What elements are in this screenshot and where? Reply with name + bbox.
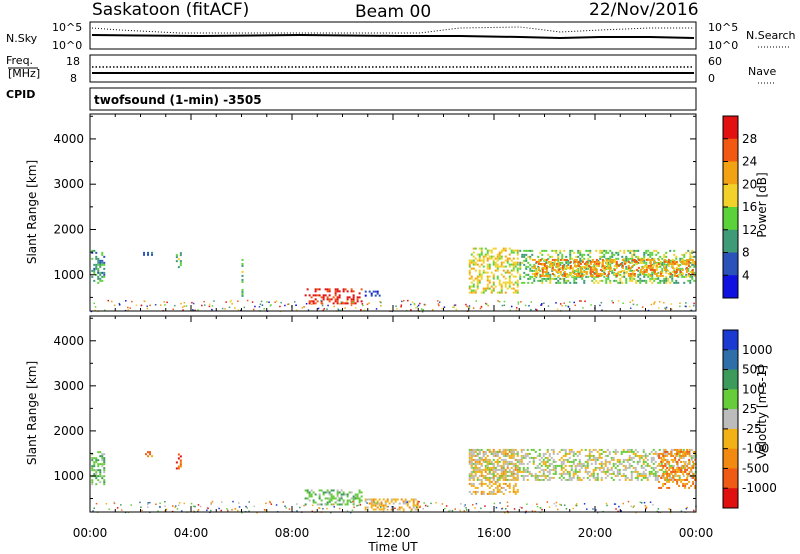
velocity-colorbar-tick-7: -1000 — [742, 481, 777, 495]
velocity-colorbar-swatch-7 — [723, 468, 738, 489]
freq-strip: Freq. [MHz] 18 8 60 0 Nave — [6, 54, 776, 85]
power-region-6 — [468, 247, 519, 294]
power-colorbar-swatch-2 — [723, 161, 738, 185]
freq-tick-bottom: 8 — [70, 72, 77, 85]
power-panel: 1000 2000 3000 4000 Slant Range [km] — [25, 113, 697, 313]
velocity-colorbar-swatch-5 — [723, 428, 738, 450]
velocity-region-3 — [304, 489, 363, 506]
nsky-tick-top: 10^5 — [52, 21, 82, 34]
power-y-axis: 1000 2000 3000 4000 — [53, 114, 697, 311]
nave-tick-top: 60 — [708, 55, 722, 68]
velocity-y-axis: 1000 2000 3000 4000 — [53, 316, 697, 512]
power-data-layer — [90, 247, 696, 313]
velocity-colorbar-swatch-3 — [723, 389, 738, 410]
velocity-colorbar: 1000 500 100 25 -25 -100 -500 -1000 Velocity [m… — [722, 329, 777, 509]
velocity-colorbar-swatch-4 — [723, 409, 738, 430]
power-colorbar-swatch-0 — [723, 116, 738, 140]
power-colorbar: 4 8 12 16 20 24 28 Power [dB] — [722, 115, 769, 299]
velocity-ylabel: Slant Range [km] — [25, 361, 39, 465]
time-xtick-3: 12:00 — [376, 526, 411, 540]
velocity-colorbar-tick-0: 1000 — [742, 343, 773, 357]
nave-label: Nave — [748, 65, 776, 78]
velocity-colorbar-swatch-6 — [723, 448, 738, 469]
velocity-colorbar-swatch-1 — [723, 349, 738, 371]
freq-tick-top: 18 — [66, 55, 80, 68]
velocity-colorbar-swatch-2 — [723, 369, 738, 390]
velocity-ytick-1: 2000 — [53, 424, 84, 438]
power-colorbar-swatch-1 — [723, 138, 738, 162]
time-xtick-4: 16:00 — [477, 526, 512, 540]
power-colorbar-tick-1: 8 — [742, 246, 750, 260]
nsky-tick-bottom: 10^0 — [52, 39, 82, 52]
time-xtick-6: 00:00 — [679, 526, 714, 540]
beam-title: Beam 00 — [355, 2, 431, 22]
power-colorbar-label: Power [dB] — [755, 172, 769, 237]
nave-tick-bottom: 0 — [708, 72, 715, 85]
cpid-text: twofsound (1-min) -3505 — [94, 93, 262, 107]
time-xtick-0: 00:00 — [73, 526, 108, 540]
time-xtick-5: 20:00 — [578, 526, 613, 540]
power-colorbar-tick-3: 16 — [742, 200, 757, 214]
power-region-1 — [143, 251, 154, 256]
power-colorbar-tick-5: 24 — [742, 155, 757, 169]
freq-label: Freq. — [6, 54, 33, 67]
velocity-region-0 — [91, 451, 106, 486]
time-x-axis: 00:00 04:00 08:00 12:00 16:00 20:00 00:00 — [73, 526, 714, 540]
nsky-label: N.Sky — [6, 32, 38, 45]
power-ytick-1: 2000 — [53, 222, 84, 236]
power-ytick-2: 3000 — [53, 177, 84, 191]
time-xtick-2: 08:00 — [275, 526, 310, 540]
cpid-strip: CPID twofsound (1-min) -3505 — [6, 87, 697, 111]
power-region-4 — [304, 288, 363, 305]
velocity-colorbar-tick-5: -100 — [742, 442, 769, 456]
velocity-colorbar-tick-4: -25 — [742, 422, 762, 436]
velocity-colorbar-label: Velocity [m s-1] — [755, 365, 769, 459]
velocity-colorbar-swatch-8 — [723, 488, 738, 509]
power-colorbar-swatch-5 — [723, 229, 738, 253]
nsearch-label: N.Search — [746, 29, 796, 42]
power-region-8 — [531, 258, 696, 277]
power-colorbar-tick-4: 20 — [742, 177, 757, 191]
nsky-strip: N.Sky 10^5 10^0 10^5 10^0 N.Search — [6, 21, 796, 52]
power-ylabel: Slant Range [km] — [25, 160, 39, 264]
velocity-ytick-3: 4000 — [53, 334, 84, 348]
station-title: Saskatoon (fitACF) — [92, 0, 249, 20]
power-colorbar-tick-6: 28 — [742, 132, 757, 146]
power-colorbar-swatch-4 — [723, 207, 738, 231]
cpid-label: CPID — [6, 88, 35, 101]
velocity-region-2 — [175, 453, 182, 470]
power-ytick-0: 1000 — [53, 268, 84, 282]
nsearch-tick-bottom: 10^0 — [708, 39, 738, 52]
freq-unit-label: [MHz] — [8, 67, 40, 80]
nsky-trace — [91, 33, 695, 40]
power-region-0 — [91, 249, 106, 284]
power-region-3 — [241, 258, 244, 297]
power-colorbar-swatch-6 — [723, 252, 738, 276]
velocity-data-layer — [91, 448, 697, 514]
time-xlabel: Time UT — [367, 540, 418, 554]
velocity-region-1 — [145, 451, 154, 458]
power-colorbar-tick-0: 4 — [742, 268, 750, 282]
power-colorbar-swatch-3 — [723, 184, 738, 208]
nsearch-tick-top: 10^5 — [708, 21, 738, 34]
power-colorbar-swatch-7 — [723, 275, 738, 299]
velocity-ytick-0: 1000 — [53, 469, 84, 483]
date-title: 22/Nov/2016 — [589, 0, 699, 20]
power-ytick-3: 4000 — [53, 132, 84, 146]
velocity-colorbar-tick-1: 500 — [742, 363, 765, 377]
velocity-colorbar-tick-3: 25 — [742, 402, 757, 416]
power-region-5 — [364, 290, 381, 297]
nsearch-trace — [91, 26, 694, 34]
power-region-2 — [175, 252, 182, 269]
time-xtick-1: 04:00 — [174, 526, 209, 540]
velocity-colorbar-tick-2: 100 — [742, 382, 765, 396]
power-colorbar-tick-2: 12 — [742, 223, 757, 237]
velocity-colorbar-tick-6: -500 — [742, 461, 769, 475]
velocity-ytick-2: 3000 — [53, 379, 84, 393]
velocity-colorbar-swatch-0 — [723, 330, 738, 351]
